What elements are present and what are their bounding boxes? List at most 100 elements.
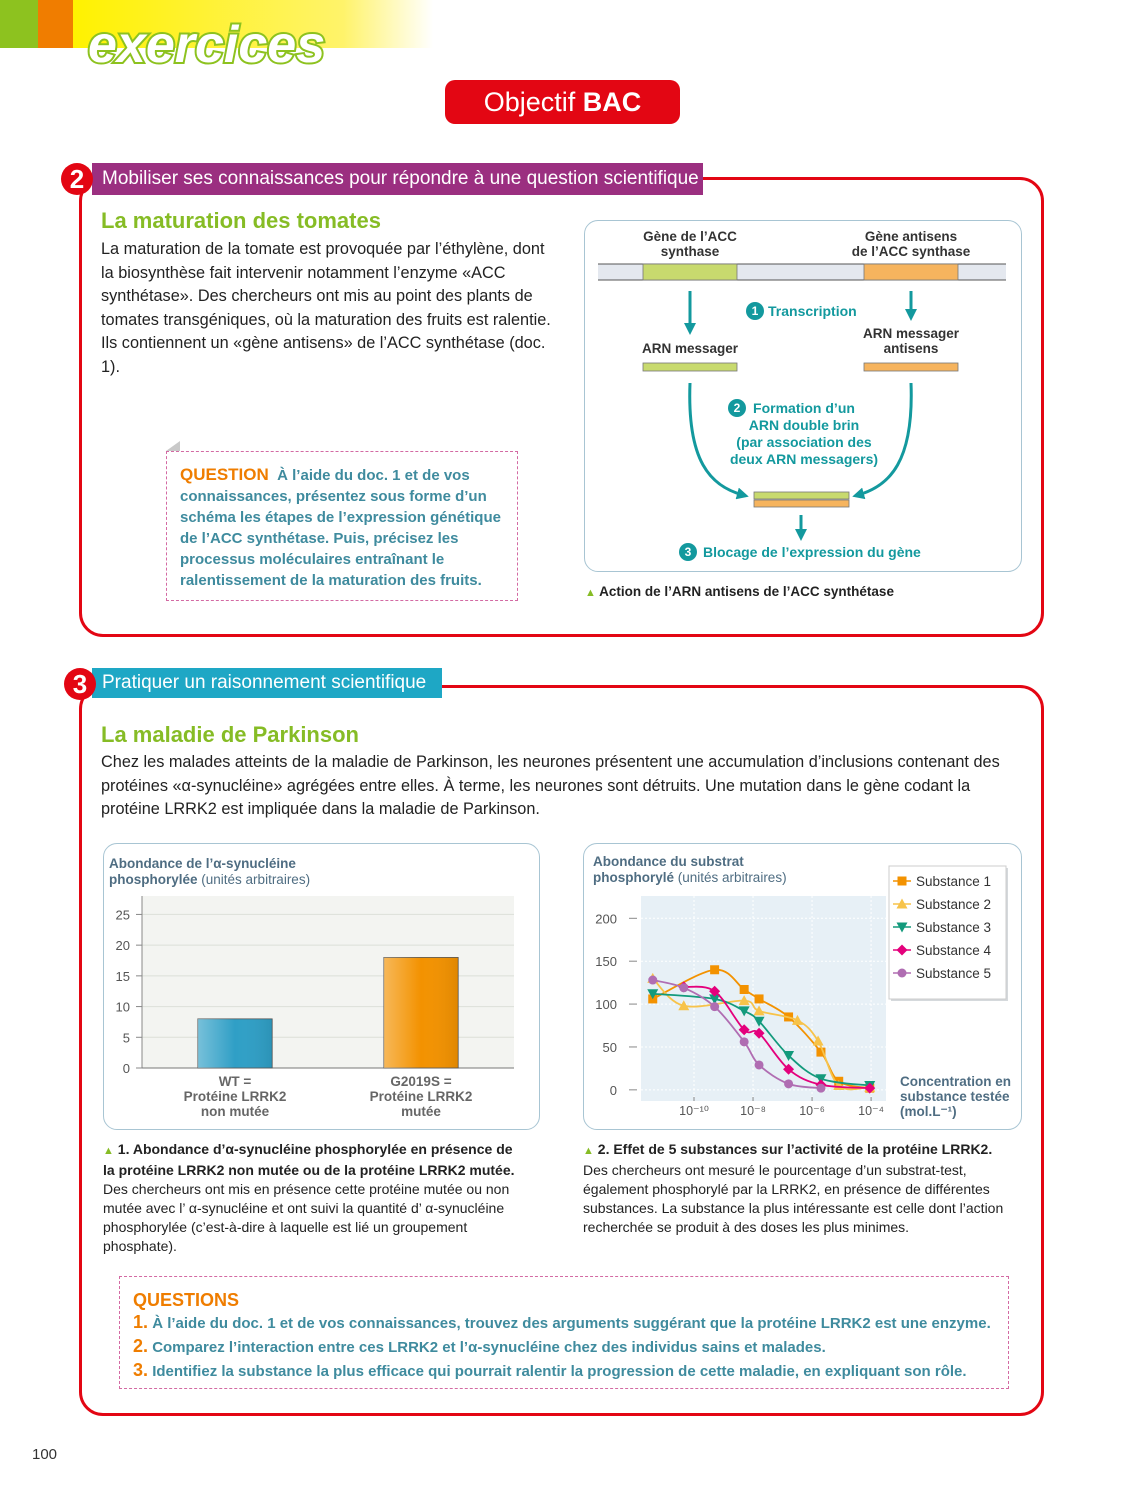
y-tick-label: 15	[116, 969, 130, 984]
exercise-text: Chez les malades atteints de la maladie …	[101, 753, 1000, 818]
x-tick-label: G2019S = Protéine LRRK2 mutée	[369, 1074, 473, 1119]
y-tick-label: 0	[123, 1061, 130, 1076]
y-tick-label: 25	[116, 907, 130, 922]
y-tick-label: 50	[603, 1040, 617, 1055]
caption-text: Des chercheurs ont mesuré le pourcentage…	[583, 1162, 1004, 1235]
marker	[710, 1002, 720, 1012]
exercise-frame	[79, 685, 1044, 1416]
marker	[739, 1037, 749, 1047]
question-text: À l’aide du doc. 1 et de vos connaissanc…	[152, 1315, 991, 1332]
x-axis-title: Concentration en substance testée (mol.L…	[900, 1074, 1012, 1119]
question-box: QUESTION À l’aide du doc. 1 et de vos co…	[166, 451, 518, 601]
legend-label: Substance 1	[916, 874, 991, 889]
doc-caption: ▲ 1. Abondance d’α-synucléine phosphoryl…	[103, 1141, 515, 1254]
y-axis-title: Abondance du substrat phosphorylé (unité…	[593, 854, 787, 886]
exercise-number: 3	[64, 668, 96, 700]
question-number: 2.	[133, 1336, 149, 1356]
marker	[678, 1000, 690, 1011]
caption-bold: 1. Abondance d’α-synucléine phosphorylée…	[103, 1141, 515, 1178]
diagram: Gène de l’ACC synthase Gène antisens de …	[584, 220, 1022, 572]
marker	[815, 1074, 827, 1085]
skill-banner: Pratiquer un raisonnement scientifique	[92, 668, 442, 698]
chart-svg: 10⁻¹⁰ 10⁻⁸ 10⁻⁶ 10⁻⁴ 0 50 100 150 200 Substance 1…	[595, 865, 1008, 1118]
marker	[816, 1047, 826, 1057]
x-tick-label: 10⁻⁸	[740, 1104, 766, 1118]
badge-prefix: Objectif	[483, 87, 576, 117]
question: 2. Comparez l’interaction entre ces LRRK…	[133, 1335, 1008, 1359]
legend-label: Substance 2	[916, 897, 991, 912]
badge-text: Objectif BAC	[445, 80, 680, 124]
x-tick-label: 10⁻⁴	[858, 1104, 884, 1118]
y-tick-label: 0	[610, 1083, 617, 1098]
gene-label: Gène antisens de l’ACC synthase	[851, 229, 971, 259]
marker	[754, 1060, 764, 1070]
marker	[897, 876, 907, 886]
exercise-text: La maturation de la tomate est provoquée…	[101, 240, 551, 376]
double-strand	[753, 499, 850, 508]
marker	[709, 985, 721, 997]
step-number: 1	[746, 302, 764, 320]
series-line	[652, 977, 870, 1091]
caption-text: Action de l’ARN antisens de l’ACC synthé…	[599, 584, 894, 599]
step2-note: (par association des deux ARN messagers)	[729, 434, 879, 467]
marker	[896, 944, 908, 956]
marker	[783, 1051, 795, 1062]
question-label: QUESTION	[180, 465, 269, 484]
gene-label: Gène de l’ACC synthase	[643, 229, 737, 259]
arrow	[852, 382, 913, 500]
marker	[784, 1079, 794, 1089]
marker	[738, 995, 750, 1006]
step-label: Formation d’un ARN double brin (par asso…	[719, 400, 889, 468]
diagram-shapes	[598, 263, 1006, 541]
y-tick-label: 150	[595, 954, 617, 969]
x-tick-label: 10⁻⁶	[799, 1104, 825, 1118]
banner-title: exercices	[88, 16, 325, 74]
mrna-label: ARN messager	[641, 341, 739, 356]
marker	[753, 1016, 765, 1027]
header-green-block	[0, 0, 38, 48]
question-text: Comparez l’interaction entre ces LRRK2 e…	[152, 1339, 826, 1356]
y-tick-label: 100	[595, 997, 617, 1012]
arrow	[688, 382, 749, 500]
badge	[445, 80, 680, 124]
question-number: 3.	[133, 1360, 149, 1380]
gene-segment	[642, 263, 738, 281]
questions-box: QUESTIONS 1. À l’aide du doc. 1 et de vo…	[119, 1276, 1009, 1389]
step-number: 3	[679, 543, 697, 561]
marker	[679, 983, 689, 993]
marker	[864, 1082, 876, 1094]
question-number: 1.	[133, 1312, 149, 1332]
bar-chart: 0 5 10 15 20 25 Abondance de l’α-synucléine p…	[103, 843, 540, 1130]
page-fold	[166, 441, 180, 451]
badge-bold: BAC	[582, 87, 642, 117]
mrna-bar	[642, 362, 738, 372]
marker	[812, 1035, 824, 1046]
marker	[896, 898, 908, 909]
question-text: À l’aide du doc. 1 et de vos connaissanc…	[180, 467, 501, 589]
y-axis-title: Abondance de l’α-synucléine phosphorylée…	[109, 856, 310, 888]
marker	[710, 965, 720, 975]
mrna-label: ARN messager antisens	[862, 326, 960, 356]
caption-text: Des chercheurs ont mis en présence cette…	[103, 1181, 510, 1254]
legend-label: Substance 5	[916, 966, 991, 981]
legend-box	[888, 865, 1007, 1000]
marker	[647, 989, 659, 1000]
marker	[754, 994, 764, 1004]
marker	[738, 1006, 750, 1017]
questions-label: QUESTIONS	[133, 1290, 240, 1310]
page-number: 100	[32, 1446, 58, 1463]
step2-title: Formation d’un ARN double brin	[748, 400, 860, 433]
step-label: Transcription	[768, 303, 857, 319]
y-tick-label: 5	[123, 1030, 130, 1045]
bar-shine	[197, 1018, 273, 1068]
y-unit: (unités arbitraires)	[201, 872, 311, 887]
y-unit: (unités arbitraires)	[677, 870, 787, 885]
y-label: Abondance du substrat phosphorylé	[593, 854, 744, 885]
marker	[816, 1083, 826, 1093]
skill-banner: Mobiliser ses connaissances pour répondr…	[92, 163, 703, 195]
line-chart: 10⁻¹⁰ 10⁻⁸ 10⁻⁶ 10⁻⁴ 0 50 100 150 200 Substance 1…	[583, 843, 1022, 1130]
y-tick-label: 20	[116, 938, 130, 953]
chart-svg: 0 5 10 15 20 25	[116, 896, 514, 1076]
question: 1. À l’aide du doc. 1 et de vos connaiss…	[133, 1311, 1008, 1335]
